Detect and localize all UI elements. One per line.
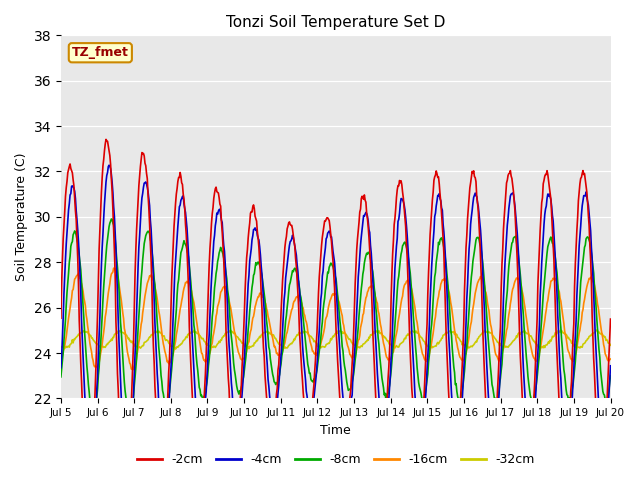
Text: TZ_fmet: TZ_fmet — [72, 46, 129, 59]
Y-axis label: Soil Temperature (C): Soil Temperature (C) — [15, 153, 28, 281]
Title: Tonzi Soil Temperature Set D: Tonzi Soil Temperature Set D — [226, 15, 445, 30]
Legend: -2cm, -4cm, -8cm, -16cm, -32cm: -2cm, -4cm, -8cm, -16cm, -32cm — [131, 448, 540, 471]
X-axis label: Time: Time — [321, 424, 351, 437]
